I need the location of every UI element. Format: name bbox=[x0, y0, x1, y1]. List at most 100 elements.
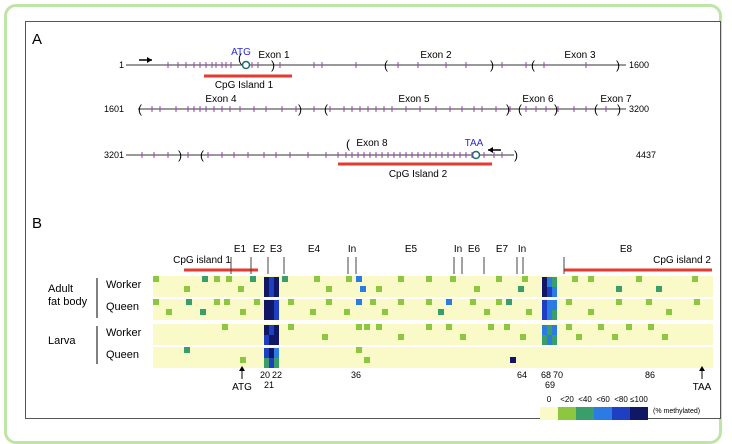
cpg-island-1-label: CpG Island 1 bbox=[215, 80, 274, 91]
heatmap-row-adult-queen bbox=[153, 299, 713, 320]
legend-swatch-2 bbox=[576, 407, 594, 420]
methylation-cell bbox=[282, 276, 288, 282]
row-label-adult-worker: Worker bbox=[106, 279, 142, 291]
methylation-cell bbox=[153, 276, 159, 282]
methylation-cell bbox=[370, 299, 376, 305]
exon2-close: ) bbox=[490, 58, 494, 72]
methylation-cell bbox=[566, 324, 572, 330]
region-in-3: In bbox=[518, 244, 526, 255]
pos-86: 86 bbox=[645, 370, 655, 380]
exon5-label: Exon 5 bbox=[398, 94, 430, 105]
atg-b-arrowhead bbox=[239, 366, 245, 371]
legend-unit: (% methylated) bbox=[653, 408, 700, 415]
cpg-sites-a bbox=[141, 62, 607, 158]
methylation-cell bbox=[542, 310, 547, 320]
methylation-cell bbox=[264, 287, 269, 297]
methylation-cell bbox=[474, 286, 480, 292]
pos-69: 69 bbox=[545, 380, 555, 390]
methylation-cell bbox=[552, 310, 557, 320]
methylation-cell bbox=[224, 299, 230, 305]
methylation-cell bbox=[264, 348, 269, 358]
exon7-close: ) bbox=[617, 102, 621, 116]
panel-b-label: B bbox=[32, 215, 42, 232]
methylation-cell bbox=[552, 335, 557, 345]
methylation-cell bbox=[214, 299, 220, 305]
row2-start: 1601 bbox=[104, 104, 124, 114]
methylation-cell bbox=[376, 286, 382, 292]
methylation-cell bbox=[326, 299, 332, 305]
methylation-cell bbox=[356, 276, 362, 282]
row-label-larva-queen: Queen bbox=[106, 349, 139, 361]
heatmap-cells bbox=[153, 276, 700, 368]
methylation-cell bbox=[662, 334, 668, 340]
exon5-open: ( bbox=[324, 102, 328, 116]
methylation-cell bbox=[269, 358, 274, 368]
methylation-cell bbox=[184, 286, 190, 292]
methylation-cell bbox=[226, 276, 232, 282]
methylation-cell bbox=[526, 309, 532, 315]
region-e6: E6 bbox=[468, 244, 481, 255]
exon1-open: ( bbox=[238, 51, 242, 65]
methylation-cell bbox=[547, 287, 552, 297]
row3-arrowhead bbox=[488, 147, 493, 153]
figure-frame: A 1 1600 ATG Exon 1 ( ) Exon 2 ( ) Exon … bbox=[4, 4, 722, 444]
methylation-cell bbox=[666, 309, 672, 315]
atg-b-label: ATG bbox=[232, 382, 252, 393]
methylation-cell bbox=[254, 299, 260, 305]
methylation-cell bbox=[446, 299, 452, 305]
exon7-open: ( bbox=[594, 102, 598, 116]
methylation-cell bbox=[269, 348, 274, 358]
methylation-cell bbox=[616, 299, 622, 305]
methylation-cell bbox=[310, 309, 316, 315]
methylation-cell bbox=[542, 300, 547, 310]
atg-marker bbox=[241, 60, 251, 70]
methylation-legend: 0 <20 <40 <60 <80 ≤100 (% methylated) bbox=[540, 395, 700, 420]
methylation-cell bbox=[636, 276, 642, 282]
methylation-cell bbox=[542, 277, 547, 287]
exon4-label: Exon 4 bbox=[205, 94, 237, 105]
figure-panel: A 1 1600 ATG Exon 1 ( ) Exon 2 ( ) Exon … bbox=[25, 21, 721, 420]
methylation-cell bbox=[522, 276, 528, 282]
methylation-cell bbox=[269, 287, 274, 297]
methylation-cell bbox=[288, 299, 294, 305]
taa-marker bbox=[471, 150, 481, 160]
methylation-cell bbox=[264, 277, 269, 287]
methylation-cell bbox=[274, 310, 279, 320]
methylation-cell bbox=[269, 335, 274, 345]
exon3-open: ( bbox=[531, 58, 535, 72]
methylation-cell bbox=[588, 276, 594, 282]
exon1-close: ) bbox=[271, 58, 275, 72]
methylation-cell bbox=[269, 325, 274, 335]
methylation-cell bbox=[506, 299, 512, 305]
exon2-label: Exon 2 bbox=[420, 50, 452, 61]
exon6-open: ( bbox=[518, 102, 522, 116]
methylation-cell bbox=[547, 300, 552, 310]
methylation-cell bbox=[542, 325, 547, 335]
methylation-cell bbox=[274, 325, 279, 335]
methylation-cell bbox=[344, 309, 350, 315]
methylation-cell bbox=[274, 287, 279, 297]
region-in-1: In bbox=[348, 244, 356, 255]
methylation-cell bbox=[426, 299, 432, 305]
row3-end: 4437 bbox=[636, 150, 656, 160]
exon6-label: Exon 6 bbox=[522, 94, 554, 105]
cpg-island-2-b-label: CpG island 2 bbox=[653, 255, 711, 266]
methylation-cell bbox=[572, 276, 578, 282]
methylation-cell bbox=[488, 324, 494, 330]
methylation-cell bbox=[470, 299, 476, 305]
methylation-cell bbox=[288, 324, 294, 330]
legend-label-3: <60 bbox=[596, 395, 610, 404]
region-in-2: In bbox=[454, 244, 462, 255]
methylation-cell bbox=[552, 277, 557, 287]
row1-end: 1600 bbox=[629, 60, 649, 70]
row-label-adult-queen: Queen bbox=[106, 301, 139, 313]
methylation-cell bbox=[166, 309, 172, 315]
methylation-cell bbox=[264, 300, 269, 310]
legend-label-4: <80 bbox=[614, 395, 628, 404]
methylation-cell bbox=[398, 276, 404, 282]
methylation-cell bbox=[518, 286, 524, 292]
methylation-cell bbox=[356, 347, 362, 353]
methylation-cell bbox=[547, 310, 552, 320]
pos-36: 36 bbox=[351, 370, 361, 380]
methylation-cell bbox=[360, 286, 366, 292]
